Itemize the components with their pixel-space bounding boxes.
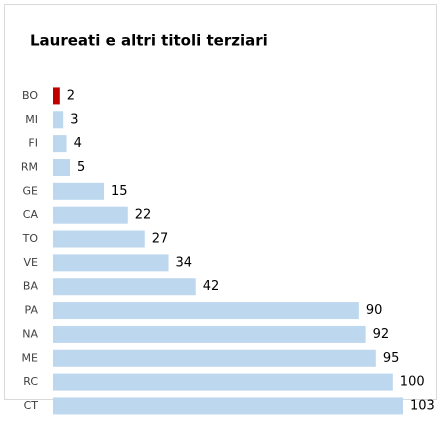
y-tick-label: GE	[23, 184, 39, 197]
value-label: 2	[67, 88, 75, 103]
value-label: 15	[111, 184, 128, 199]
value-label: 34	[176, 255, 193, 270]
value-label: 4	[74, 136, 82, 151]
bar	[53, 325, 366, 343]
value-label: 42	[203, 279, 220, 294]
y-tick-label: MI	[25, 113, 38, 126]
value-label: 5	[77, 160, 85, 175]
bar	[53, 182, 104, 200]
value-label: 27	[152, 232, 169, 247]
bar	[53, 397, 403, 415]
chart-title: Laureati e altri titoli terziari	[30, 32, 268, 50]
value-label: 3	[70, 112, 78, 127]
y-tick-label: NA	[22, 327, 38, 340]
y-tick-label: BO	[22, 89, 38, 102]
value-label: 22	[135, 208, 152, 223]
bar	[53, 206, 128, 224]
bar	[53, 111, 64, 129]
y-tick-label: CT	[24, 399, 39, 412]
bar	[53, 254, 169, 272]
value-label: 95	[383, 351, 400, 366]
y-tick-label: RM	[21, 160, 38, 173]
value-label: 103	[410, 398, 435, 413]
bar	[53, 87, 60, 105]
value-label: 92	[373, 327, 390, 342]
bar	[53, 373, 393, 391]
value-label: 100	[400, 375, 425, 390]
y-tick-label: PA	[25, 304, 39, 317]
y-tick-label: RC	[23, 375, 38, 388]
bar	[53, 230, 145, 248]
bar	[53, 302, 359, 320]
y-tick-label: VE	[24, 256, 39, 269]
y-tick-label: TO	[22, 232, 39, 245]
bar	[53, 349, 376, 367]
bar	[53, 158, 70, 176]
y-tick-label: CA	[23, 208, 39, 221]
bar	[53, 135, 67, 153]
y-tick-label: FI	[28, 137, 38, 150]
y-tick-label: ME	[22, 351, 38, 364]
y-tick-label: BA	[23, 280, 39, 293]
value-label: 90	[366, 303, 383, 318]
bar	[53, 278, 196, 296]
